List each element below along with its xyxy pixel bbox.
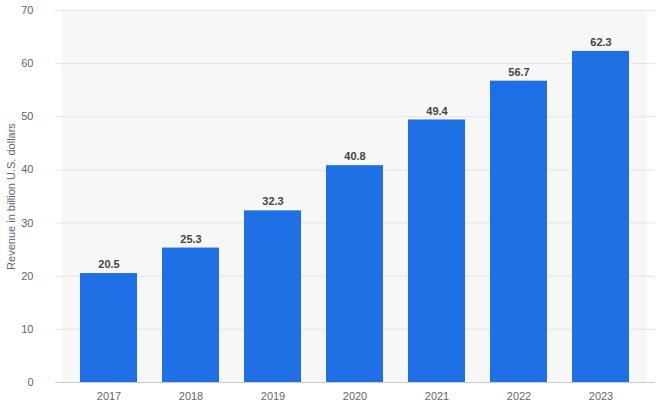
svg-text:20: 20 — [21, 270, 33, 282]
svg-text:2023: 2023 — [589, 390, 613, 402]
svg-text:10: 10 — [21, 323, 33, 335]
svg-text:49.4: 49.4 — [426, 104, 448, 116]
svg-text:0: 0 — [27, 376, 33, 388]
svg-text:60: 60 — [21, 57, 33, 69]
svg-text:62.3: 62.3 — [590, 36, 611, 48]
svg-text:2020: 2020 — [343, 390, 367, 402]
svg-text:40: 40 — [21, 163, 33, 175]
svg-text:30: 30 — [21, 217, 33, 229]
svg-text:20.5: 20.5 — [98, 258, 119, 270]
svg-text:2021: 2021 — [425, 390, 449, 402]
svg-text:Revenue in billion U.S. dollar: Revenue in billion U.S. dollars — [5, 123, 17, 270]
svg-text:70: 70 — [21, 4, 33, 16]
svg-text:2017: 2017 — [97, 390, 121, 402]
svg-text:40.8: 40.8 — [344, 150, 365, 162]
svg-text:25.3: 25.3 — [180, 233, 201, 245]
svg-text:56.7: 56.7 — [508, 66, 529, 78]
svg-text:50: 50 — [21, 110, 33, 122]
svg-text:2018: 2018 — [179, 390, 203, 402]
svg-text:2022: 2022 — [507, 390, 531, 402]
svg-text:32.3: 32.3 — [262, 195, 283, 207]
svg-text:2019: 2019 — [261, 390, 285, 402]
